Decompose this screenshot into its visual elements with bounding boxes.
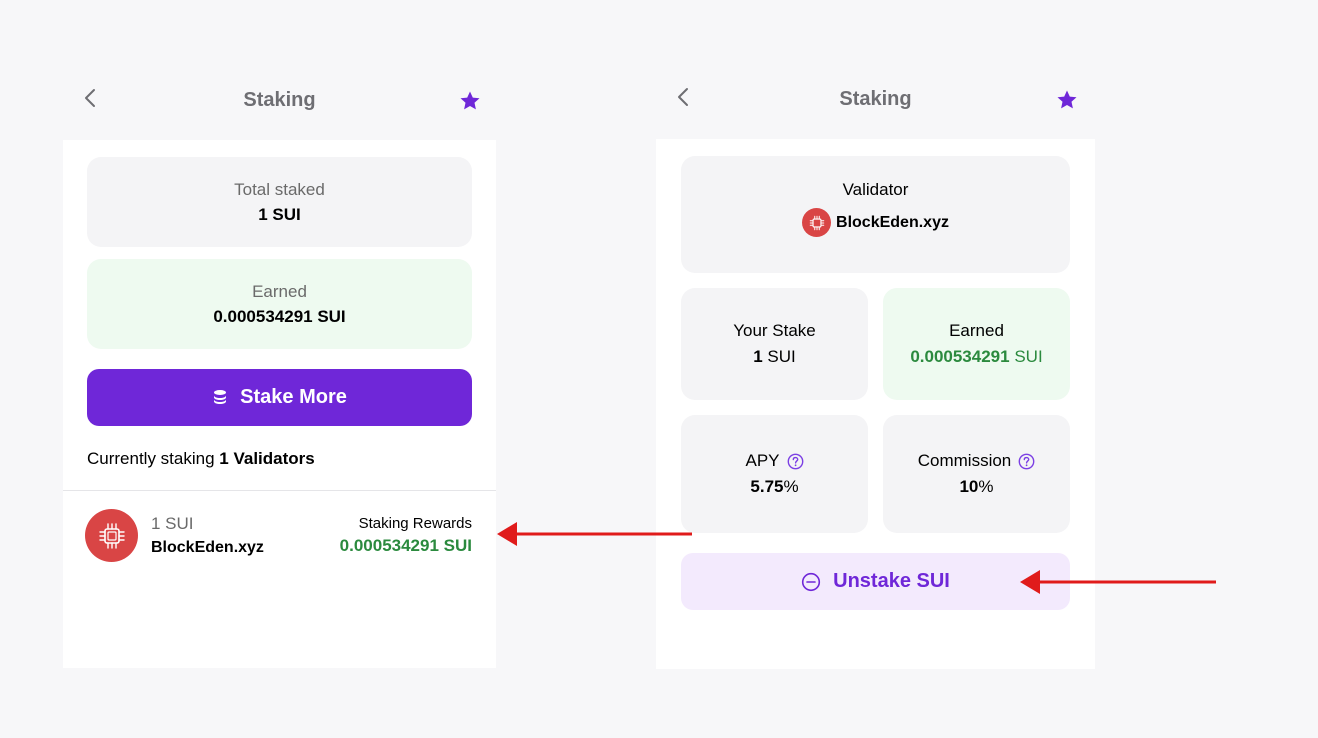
coins-stack-icon (214, 389, 227, 404)
currently-staking-prefix: Currently staking (87, 449, 215, 468)
question-circle-icon[interactable] (1018, 453, 1035, 470)
validator-name: BlockEden.xyz (836, 213, 949, 231)
commission-amount: 10 (959, 477, 979, 496)
annotation-arrow-right (1020, 570, 1216, 594)
unstake-button[interactable]: Unstake SUI (681, 553, 1070, 610)
page-title: Staking (243, 89, 316, 111)
validator-identity: BlockEden.xyz (681, 208, 1070, 237)
header: Staking (63, 69, 496, 140)
total-staked-label: Total staked (234, 180, 325, 199)
star-icon[interactable] (458, 89, 482, 113)
commission-card: Commission 10% (883, 415, 1070, 533)
commission-unit: % (978, 477, 994, 496)
validator-count: 1 Validators (219, 449, 315, 468)
annotation-arrow-left (497, 522, 692, 546)
total-staked-card: Total staked 1 SUI (87, 157, 472, 247)
earned-card: Earned 0.000534291 SUI (87, 259, 472, 349)
earned-value: 0.000534291 SUI (213, 307, 346, 326)
validator-detail-screen: Staking Validator BlockEden.xyz Your Sta… (656, 68, 1095, 669)
earned-card: Earned 0.000534291 SUI (883, 288, 1070, 400)
your-stake-card: Your Stake 1 SUI (681, 288, 868, 400)
star-icon[interactable] (1055, 88, 1079, 112)
stake-more-label: Stake More (240, 386, 347, 408)
earned-label: Earned (949, 321, 1004, 340)
commission-label: Commission (917, 451, 1012, 470)
total-staked-value: 1 SUI (258, 205, 301, 224)
divider (63, 490, 496, 491)
apy-label: APY (745, 451, 780, 470)
validator-card: Validator BlockEden.xyz (681, 156, 1070, 273)
apy-label-row: APY (681, 451, 868, 471)
staking-overview-screen: Staking Total staked 1 SUI Earned 0.0005… (63, 69, 496, 668)
staking-rewards-value: 0.000534291 SUI (339, 536, 472, 555)
chip-icon (85, 509, 138, 562)
your-stake-label: Your Stake (733, 321, 816, 340)
validator-name: BlockEden.xyz (151, 539, 264, 556)
validator-label: Validator (842, 180, 909, 199)
back-icon[interactable] (81, 87, 101, 109)
apy-card: APY 5.75% (681, 415, 868, 533)
apy-amount: 5.75 (750, 477, 784, 496)
earned-amount: 0.000534291 (910, 347, 1010, 366)
page-title: Staking (839, 88, 912, 110)
your-stake-value: 1 SUI (681, 347, 868, 367)
back-icon[interactable] (674, 86, 694, 108)
your-stake-amount: 1 (753, 347, 763, 366)
staking-rewards-label: Staking Rewards (358, 515, 472, 532)
validator-list-item[interactable]: 1 SUI BlockEden.xyz Staking Rewards 0.00… (63, 491, 496, 587)
question-circle-icon[interactable] (787, 453, 804, 470)
earned-unit: SUI (1014, 347, 1043, 366)
apy-unit: % (783, 477, 799, 496)
apy-value: 5.75% (681, 477, 868, 497)
minus-circle-icon (802, 572, 821, 591)
currently-staking-text: Currently staking 1 Validators (87, 449, 315, 469)
header: Staking (656, 68, 1095, 139)
validator-stake-amount: 1 SUI (151, 514, 194, 533)
earned-label: Earned (252, 282, 307, 301)
chip-icon (802, 208, 832, 237)
unstake-label: Unstake SUI (833, 570, 950, 592)
commission-value: 10% (883, 477, 1070, 497)
your-stake-unit: SUI (767, 347, 796, 366)
earned-value: 0.000534291 SUI (883, 347, 1070, 367)
stake-more-button[interactable]: Stake More (87, 369, 472, 426)
commission-label-row: Commission (883, 451, 1070, 471)
